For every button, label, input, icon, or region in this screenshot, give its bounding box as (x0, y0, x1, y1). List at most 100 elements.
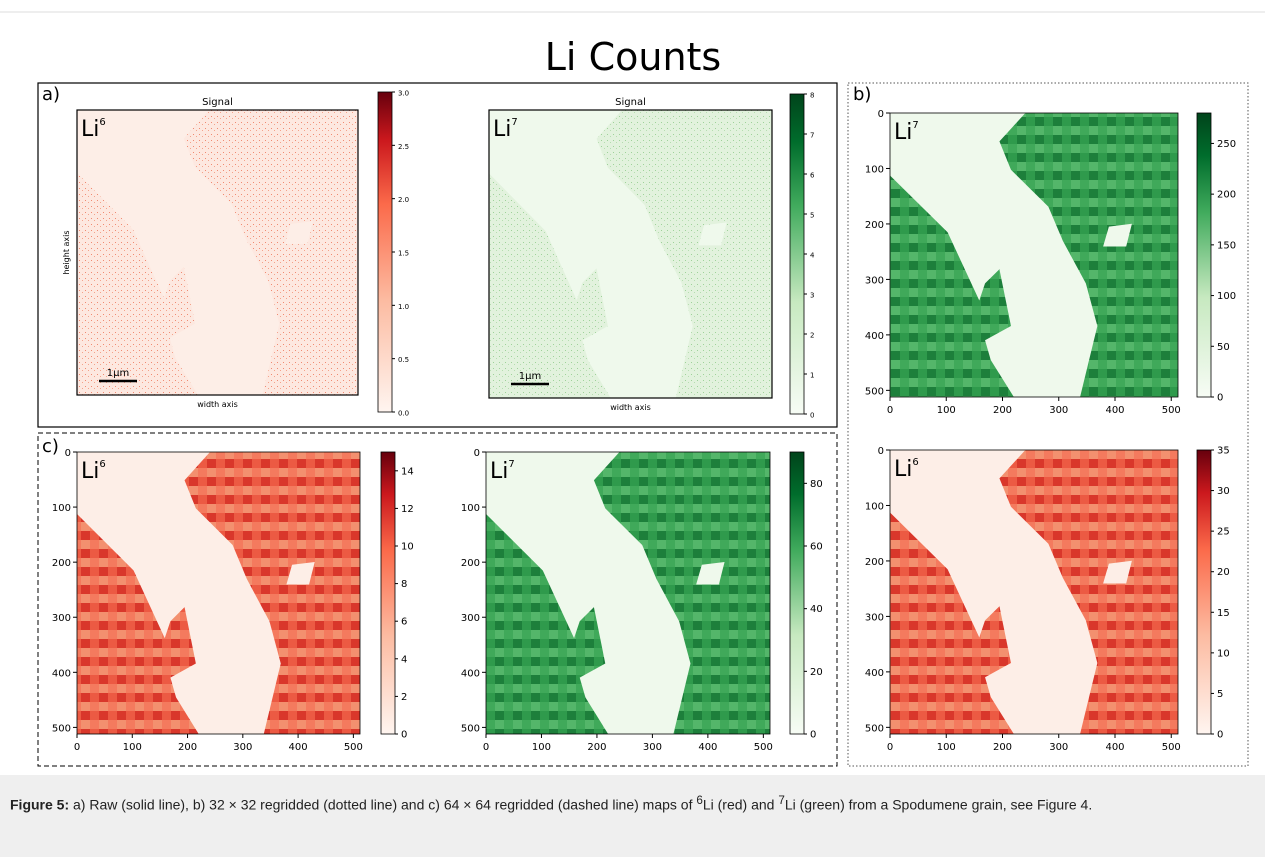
colorbar-tick-label: 14 (401, 466, 414, 477)
map-low-spot (1103, 223, 1132, 247)
caption-prefix: Figure 5: (10, 796, 70, 813)
map-frame (76, 451, 361, 735)
colorbar-tick-label: 0 (1217, 730, 1223, 741)
colorbar-tick-label: 0.5 (398, 356, 409, 364)
panel-a-frame (37, 82, 838, 428)
colorbar-tick-label: 8 (401, 579, 407, 590)
colorbar-tick-label: 15 (1217, 608, 1230, 619)
x-axis-label: width axis (197, 400, 238, 409)
caption-text: Li (red) and (702, 796, 779, 813)
colorbar-tick-label: 5 (810, 212, 814, 220)
scale-bar-label: 1μm (107, 368, 129, 379)
isotope-label: Li6 (81, 117, 106, 142)
isotope-symbol: Li (894, 457, 912, 482)
colorbar-tick-label: 20 (1217, 567, 1230, 578)
isotope-mass: 7 (511, 117, 517, 128)
y-tick-label: 0 (878, 109, 884, 120)
colorbar (377, 91, 393, 413)
colorbar (1196, 112, 1212, 398)
x-tick-label: 400 (289, 742, 308, 753)
colorbar (789, 93, 805, 415)
caption-text: a) Raw (solid line), b) 32 × 32 regridde… (69, 796, 697, 813)
map-frame (889, 112, 1179, 398)
map-frame (485, 451, 771, 735)
panel-label: a) (42, 84, 60, 105)
x-tick-label: 0 (483, 742, 489, 753)
map-frame (488, 109, 773, 399)
caption-superscript: 7 (778, 794, 785, 807)
colorbar-tick-label: 10 (1217, 648, 1230, 659)
colorbar (789, 451, 805, 735)
colorbar-tick-label: 6 (810, 172, 815, 180)
y-tick-label: 500 (461, 723, 480, 734)
y-tick-label: 400 (52, 668, 71, 679)
x-tick-label: 400 (1105, 405, 1124, 416)
x-tick-label: 100 (937, 742, 956, 753)
map-low-region (77, 110, 280, 395)
colorbar-tick-label: 8 (810, 92, 814, 100)
map-low-region (890, 450, 1098, 734)
isotope-mass: 7 (508, 459, 514, 470)
x-tick-label: 500 (754, 742, 773, 753)
colorbar-tick-label: 0.0 (398, 410, 409, 418)
colorbar-tick-label: 0 (810, 412, 814, 420)
caption-text: Li (green) from a Spodumene grain, see F… (784, 796, 1093, 813)
map-low-region (77, 452, 281, 734)
colorbar-tick-label: 20 (810, 667, 823, 678)
colorbar-tick-label: 80 (810, 479, 823, 490)
colorbar-tick-label: 5 (1217, 689, 1223, 700)
x-tick-label: 300 (643, 742, 662, 753)
colorbar-tick-label: 4 (401, 654, 407, 665)
y-tick-label: 0 (878, 446, 884, 457)
scale-bar-label: 1μm (519, 371, 541, 382)
isotope-symbol: Li (490, 459, 508, 484)
map-low-region (486, 452, 691, 734)
caption: Figure 5: a) Raw (solid line), b) 32 × 3… (0, 775, 1265, 857)
colorbar-tick-label: 50 (1217, 342, 1230, 353)
x-tick-label: 100 (532, 742, 551, 753)
y-tick-label: 400 (865, 331, 884, 342)
map-low-region (489, 110, 693, 398)
colorbar-tick-label: 100 (1217, 291, 1236, 302)
x-tick-label: 300 (233, 742, 252, 753)
colorbar-tick-label: 35 (1217, 446, 1230, 457)
colorbar-tick-label: 0 (810, 730, 816, 741)
y-tick-label: 100 (461, 503, 480, 514)
isotope-mass: 6 (99, 459, 105, 470)
map-title: Signal (202, 97, 233, 108)
colorbar-tick-label: 2 (810, 332, 814, 340)
colorbar-tick-label: 12 (401, 504, 414, 515)
x-tick-label: 400 (1105, 742, 1124, 753)
colorbar-tick-label: 1.5 (398, 250, 409, 258)
x-tick-label: 300 (1049, 742, 1068, 753)
y-tick-label: 500 (865, 386, 884, 397)
colorbar-tick-label: 1 (810, 372, 814, 380)
x-tick-label: 200 (993, 742, 1012, 753)
isotope-mass: 6 (912, 457, 918, 468)
y-tick-label: 0 (65, 448, 71, 459)
map-low-spot (284, 221, 314, 244)
caption-superscript: 6 (696, 794, 703, 807)
map-low-spot (698, 222, 727, 246)
panel-label: c) (42, 436, 59, 457)
x-tick-label: 100 (937, 405, 956, 416)
colorbar-tick-label: 2 (401, 692, 407, 703)
map-low-spot (286, 561, 315, 585)
y-tick-label: 300 (865, 275, 884, 286)
y-tick-label: 500 (52, 723, 71, 734)
map-frame (76, 109, 359, 396)
colorbar (380, 451, 396, 735)
colorbar-tick-label: 3.0 (398, 90, 409, 98)
colorbar-tick-label: 1.0 (398, 303, 409, 311)
map-low-spot (1103, 560, 1132, 584)
y-tick-label: 400 (865, 668, 884, 679)
y-tick-label: 200 (865, 220, 884, 231)
colorbar-tick-label: 4 (810, 252, 815, 260)
x-tick-label: 500 (1162, 742, 1181, 753)
map-low-spot (696, 561, 725, 585)
x-tick-label: 200 (178, 742, 197, 753)
panel-label: b) (853, 84, 871, 105)
x-tick-label: 0 (887, 405, 893, 416)
